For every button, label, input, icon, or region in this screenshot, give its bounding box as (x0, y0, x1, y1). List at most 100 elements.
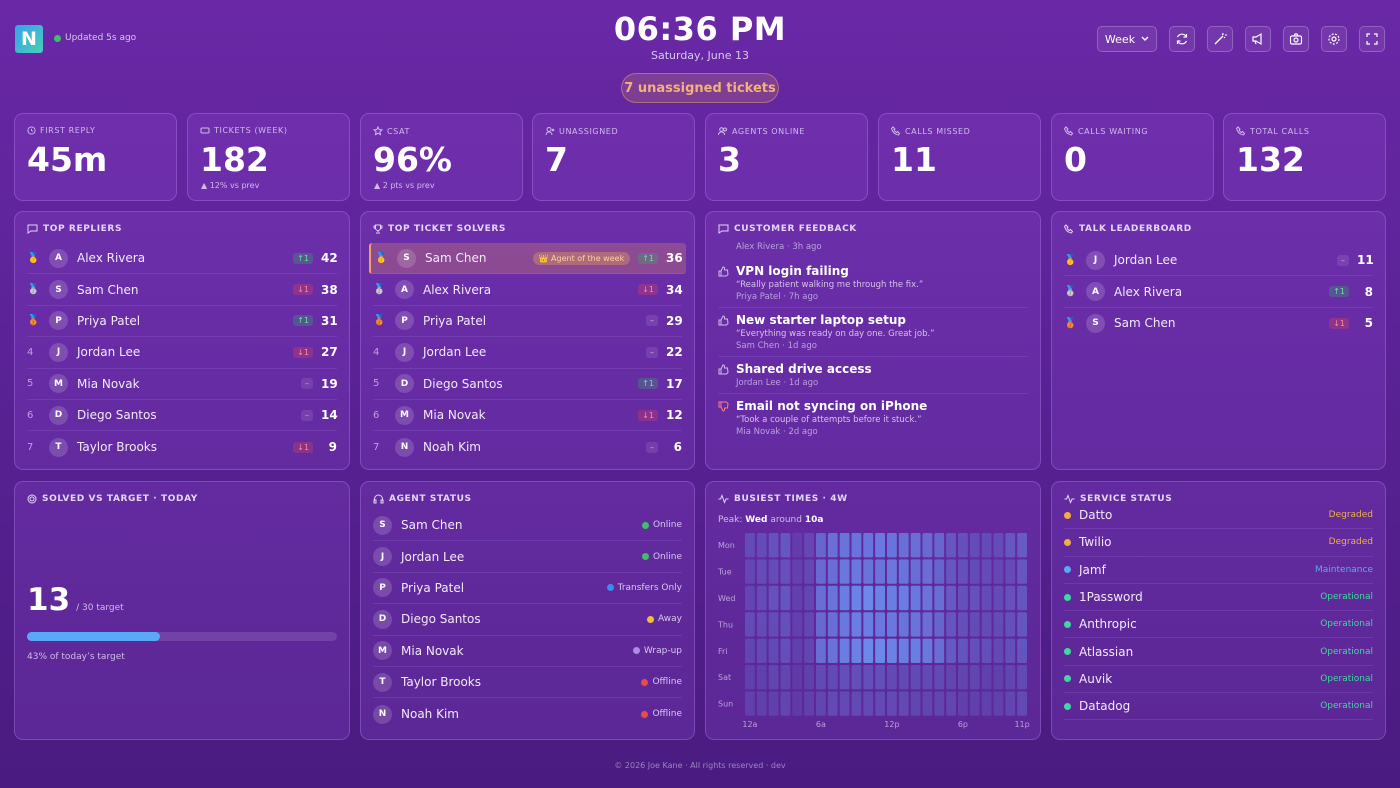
heatmap-cell[interactable] (768, 533, 779, 558)
heatmap-cell[interactable] (934, 585, 945, 611)
heatmap-cell[interactable] (1005, 691, 1016, 716)
heatmap-cell[interactable] (804, 638, 814, 663)
heatmap-cell[interactable] (887, 612, 897, 637)
heatmap-cell[interactable] (792, 691, 803, 716)
leaderboard-row[interactable]: 4 J Jordan Lee ↓1 27 (27, 337, 338, 369)
heatmap-cell[interactable] (804, 559, 814, 584)
heatmap-cell[interactable] (981, 559, 992, 584)
heatmap-cell[interactable] (981, 612, 992, 637)
heatmap-cell[interactable] (981, 665, 992, 690)
heatmap-cell[interactable] (780, 533, 791, 558)
heatmap-cell[interactable] (910, 665, 921, 690)
heatmap-cell[interactable] (946, 585, 956, 611)
heatmap-cell[interactable] (827, 533, 838, 558)
heatmap-cell[interactable] (910, 533, 921, 558)
heatmap-cell[interactable] (851, 533, 862, 558)
heatmap-cell[interactable] (887, 585, 897, 611)
unassigned-banner[interactable]: 7 unassigned tickets (621, 73, 779, 103)
heatmap-cell[interactable] (887, 533, 897, 558)
leaderboard-row[interactable]: 🥈 A Alex Rivera ↑1 8 (1064, 276, 1373, 308)
heatmap-cell[interactable] (898, 612, 909, 637)
heatmap-cell[interactable] (768, 665, 779, 690)
heatmap-cell[interactable] (969, 585, 980, 611)
service-row[interactable]: Atlassian Operational (1064, 638, 1373, 666)
heatmap-cell[interactable] (969, 638, 980, 663)
heatmap-cell[interactable] (816, 665, 826, 690)
heatmap-cell[interactable] (792, 638, 803, 663)
heatmap-cell[interactable] (922, 638, 933, 663)
heatmap-cell[interactable] (875, 533, 885, 558)
heatmap-cell[interactable] (993, 585, 1004, 611)
heatmap-cell[interactable] (993, 638, 1004, 663)
heatmap-cell[interactable] (958, 585, 968, 611)
heatmap-cell[interactable] (981, 638, 992, 663)
heatmap-cell[interactable] (887, 559, 897, 584)
heatmap-cell[interactable] (792, 585, 803, 611)
heatmap-cell[interactable] (1005, 638, 1016, 663)
heatmap-cell[interactable] (863, 638, 874, 663)
heatmap-cell[interactable] (780, 691, 791, 716)
leaderboard-row[interactable]: 🥇 A Alex Rivera ↑1 42 (27, 243, 338, 275)
heatmap-cell[interactable] (875, 612, 885, 637)
heatmap-cell[interactable] (745, 585, 755, 611)
settings-button[interactable] (1321, 26, 1347, 52)
feedback-item[interactable]: VPN login failing “Really patient walking… (718, 259, 1028, 308)
heatmap-cell[interactable] (898, 665, 909, 690)
heatmap-cell[interactable] (898, 533, 909, 558)
heatmap-cell[interactable] (922, 585, 933, 611)
heatmap-cell[interactable] (922, 533, 933, 558)
heatmap-cell[interactable] (863, 665, 874, 690)
heatmap-cell[interactable] (792, 665, 803, 690)
heatmap-cell[interactable] (946, 691, 956, 716)
heatmap-cell[interactable] (827, 585, 838, 611)
heatmap-cell[interactable] (780, 559, 791, 584)
heatmap-cell[interactable] (946, 612, 956, 637)
heatmap-cell[interactable] (898, 638, 909, 663)
leaderboard-row[interactable]: 🥇 J Jordan Lee –11 (1064, 245, 1374, 277)
heatmap-cell[interactable] (745, 638, 755, 663)
heatmap-cell[interactable] (780, 665, 791, 690)
heatmap-cell[interactable] (851, 638, 862, 663)
heatmap-cell[interactable] (1005, 612, 1016, 637)
announce-button[interactable] (1245, 26, 1271, 52)
heatmap-cell[interactable] (863, 585, 874, 611)
leaderboard-row[interactable]: 🥇 S Sam Chen 👑 Agent of the week ↑1 36 (369, 243, 686, 275)
heatmap-cell[interactable] (910, 638, 921, 663)
heatmap-cell[interactable] (1017, 691, 1027, 716)
heatmap-cell[interactable] (756, 559, 767, 584)
heatmap-cell[interactable] (922, 691, 933, 716)
heatmap-cell[interactable] (827, 638, 838, 663)
heatmap-cell[interactable] (922, 559, 933, 584)
heatmap-cell[interactable] (756, 533, 767, 558)
heatmap-cell[interactable] (910, 612, 921, 637)
heatmap-cell[interactable] (993, 665, 1004, 690)
heatmap-cell[interactable] (839, 533, 850, 558)
heatmap-cell[interactable] (946, 559, 956, 584)
heatmap-cell[interactable] (1005, 585, 1016, 611)
heatmap-cell[interactable] (816, 612, 826, 637)
agent-status-row[interactable]: T Taylor Brooks Offline (373, 667, 682, 699)
leaderboard-row[interactable]: 🥈 A Alex Rivera ↓1 34 (373, 274, 683, 306)
agent-status-row[interactable]: D Diego Santos Away (373, 604, 682, 636)
heatmap-cell[interactable] (993, 691, 1004, 716)
heatmap-cell[interactable] (981, 533, 992, 558)
leaderboard-row[interactable]: 7 N Noah Kim – 6 (373, 431, 682, 462)
heatmap-cell[interactable] (1017, 612, 1027, 637)
heatmap-cell[interactable] (780, 612, 791, 637)
heatmap-cell[interactable] (898, 585, 909, 611)
heatmap-cell[interactable] (946, 533, 956, 558)
heatmap-cell[interactable] (875, 691, 885, 716)
leaderboard-row[interactable]: 🥈 S Sam Chen ↓1 38 (27, 274, 338, 306)
heatmap-cell[interactable] (898, 559, 909, 584)
heatmap-cell[interactable] (804, 585, 814, 611)
heatmap-cell[interactable] (969, 533, 980, 558)
heatmap-cell[interactable] (958, 665, 968, 690)
heatmap-cell[interactable] (958, 691, 968, 716)
service-row[interactable]: Twilio Degraded (1064, 529, 1373, 557)
refresh-button[interactable] (1169, 26, 1195, 52)
heatmap-cell[interactable] (969, 559, 980, 584)
agent-status-row[interactable]: J Jordan Lee Online (373, 541, 682, 573)
heatmap-cell[interactable] (946, 665, 956, 690)
heatmap-cell[interactable] (910, 691, 921, 716)
heatmap-cell[interactable] (898, 691, 909, 716)
